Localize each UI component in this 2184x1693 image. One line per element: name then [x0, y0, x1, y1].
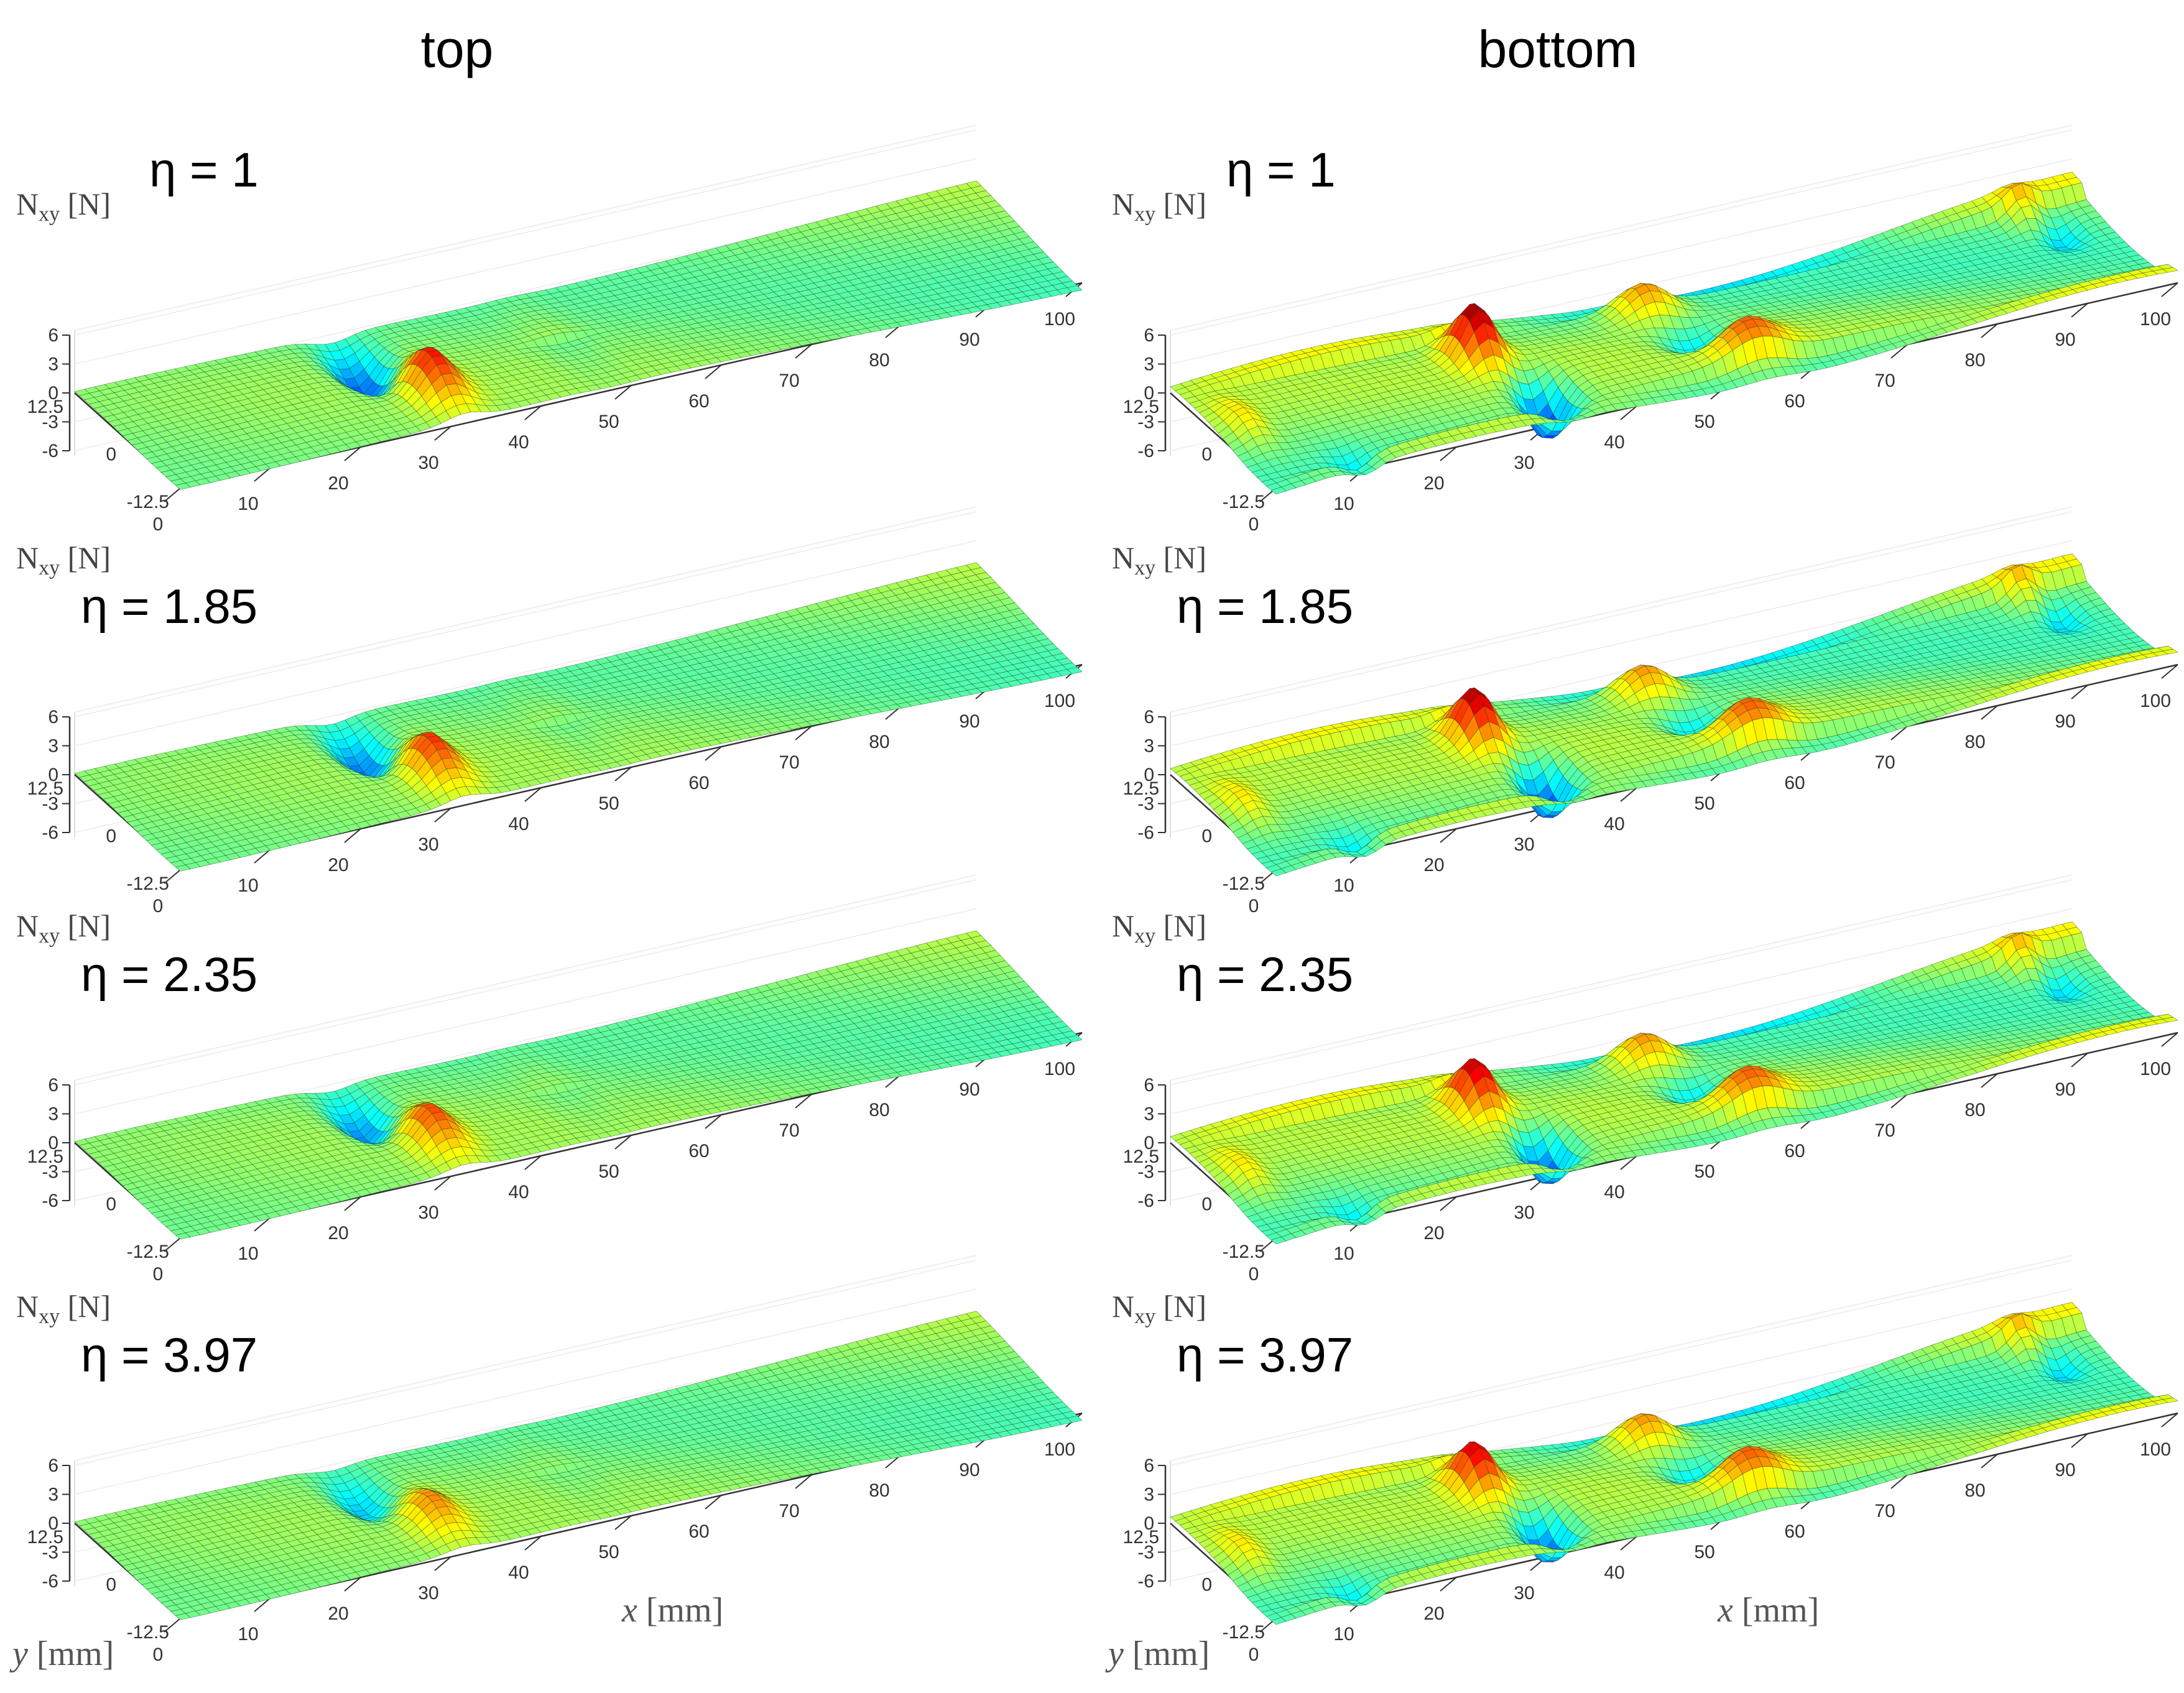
eta-label: η = 2.35	[81, 947, 257, 1002]
z-tick-label: 6	[48, 1075, 58, 1096]
x-tick-label: 10	[238, 1243, 258, 1264]
x-tick-mark	[434, 426, 451, 441]
z-tick-label: 3	[48, 736, 58, 757]
x-tick-label: 90	[959, 711, 979, 732]
z-axis-title-main: N	[16, 908, 39, 943]
x-tick-label: 60	[688, 1141, 709, 1161]
column-title-top: top	[421, 20, 494, 78]
z-axis-title-sub: xy	[39, 925, 60, 948]
x-tick-label: 80	[869, 732, 889, 752]
y-tick-label: 0	[106, 826, 116, 847]
x-tick-label: 100	[1044, 309, 1075, 330]
eta-label: η = 1.85	[81, 579, 257, 634]
z-tick-label: 0	[48, 383, 58, 404]
x-tick-mark	[164, 487, 181, 502]
y-tick-label: 12.5	[27, 397, 63, 417]
x-tick-mark	[795, 344, 812, 359]
y-tick-label: 0	[106, 445, 116, 465]
x-tick-label: 100	[1044, 691, 1075, 711]
x-tick-label: 0	[153, 896, 164, 916]
x-tick-label: 10	[238, 875, 258, 896]
surface-mesh	[74, 180, 1083, 490]
z-tick-label: 6	[48, 325, 58, 346]
x-tick-label: 90	[959, 330, 979, 350]
x-tick-label: 60	[688, 773, 709, 793]
z-tick-label: -3	[42, 1162, 58, 1183]
z-tick-label: -6	[42, 441, 58, 461]
x-tick-label: 0	[153, 514, 164, 535]
z-axis-title-sub: xy	[39, 556, 60, 579]
z-tick-label: -6	[42, 1191, 58, 1211]
z-axis-title-unit: [N]	[60, 540, 111, 575]
x-tick-label: 20	[328, 473, 348, 494]
z-gridline	[74, 158, 977, 365]
z-tick-label: -3	[42, 412, 58, 433]
x-tick-label: 20	[328, 855, 348, 875]
panel-top-2: 010203040506070809010012.50-12.5630-3-6N…	[16, 506, 1083, 916]
x-tick-label: 20	[328, 1223, 348, 1243]
x-tick-label: 30	[418, 834, 438, 855]
z-tick-label: 3	[48, 1104, 58, 1125]
x-tick-mark	[524, 405, 542, 420]
z-axis-title: Nxy [N]	[16, 540, 111, 579]
z-tick-label: 0	[48, 765, 58, 785]
x-tick-label: 40	[508, 814, 529, 834]
x-tick-label: 0	[153, 1264, 164, 1285]
z-tick-label: -3	[42, 794, 58, 814]
x-tick-label: 60	[688, 391, 709, 412]
x-tick-label: 50	[598, 1161, 619, 1182]
panels: 010203040506070809010012.50-12.5630-3-6N…	[9, 124, 2178, 1673]
z-gridline	[74, 129, 977, 336]
back-wall-top	[74, 124, 977, 331]
y-tick-label: 0	[106, 1194, 116, 1215]
x-tick-label: 70	[779, 1120, 799, 1141]
x-tick-mark	[254, 467, 271, 482]
x-tick-label: 10	[238, 494, 258, 514]
x-tick-label: 30	[418, 453, 438, 473]
z-axis-title-unit: [N]	[60, 908, 111, 943]
x-tick-label: 40	[508, 432, 529, 453]
x-tick-label: 100	[1044, 1059, 1075, 1079]
y-tick-label: -12.5	[127, 492, 169, 512]
z-tick-label: 6	[48, 707, 58, 727]
x-tick-label: 70	[779, 752, 799, 773]
y-tick-label: -12.5	[127, 874, 169, 894]
x-tick-label: 70	[779, 371, 799, 391]
x-tick-mark	[705, 364, 722, 379]
z-tick-label: -6	[42, 823, 58, 843]
z-axis-title: Nxy [N]	[16, 187, 111, 226]
z-tick-label: 3	[48, 354, 58, 375]
z-tick-label: 0	[48, 1133, 58, 1153]
z-axis-title-main: N	[16, 540, 39, 575]
panel-top-1: 010203040506070809010012.50-12.5630-3-6N…	[16, 124, 1083, 535]
x-tick-label: 90	[959, 1079, 979, 1100]
x-tick-label: 50	[598, 412, 619, 432]
panel-top-3: 010203040506070809010012.50-12.5630-3-6N…	[16, 874, 1083, 1285]
z-axis-title-unit: [N]	[60, 187, 111, 221]
eta-label: η = 1	[149, 142, 259, 197]
z-axis-title-sub: xy	[39, 203, 60, 226]
x-tick-label: 50	[598, 793, 619, 814]
x-tick-mark	[614, 385, 632, 400]
x-tick-mark	[344, 446, 361, 461]
y-tick-label: -12.5	[127, 1242, 169, 1262]
column-title-bottom: bottom	[1478, 20, 1638, 78]
z-axis-title: Nxy [N]	[16, 908, 111, 948]
x-tick-label: 80	[869, 350, 889, 371]
x-tick-label: 40	[508, 1182, 529, 1202]
x-tick-label: 80	[869, 1100, 889, 1120]
x-tick-label: 30	[418, 1202, 438, 1223]
z-axis-title-main: N	[16, 187, 39, 221]
